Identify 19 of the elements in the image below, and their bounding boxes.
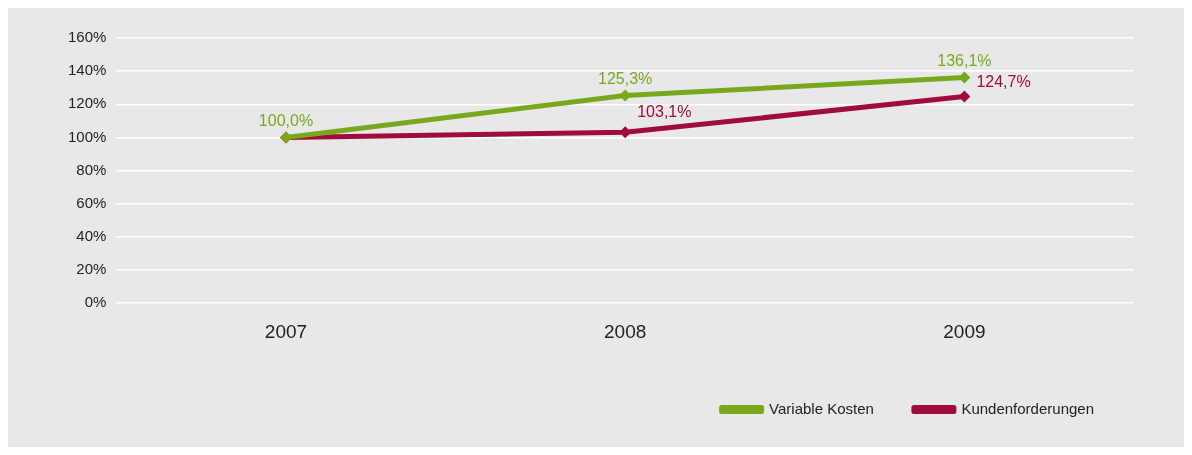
y-tick-label: 40% <box>76 227 107 245</box>
y-tick-label: 80% <box>76 160 107 178</box>
y-tick-label: 60% <box>76 193 107 211</box>
legend-label: Kundenforderungen <box>961 399 1095 417</box>
y-tick-label: 140% <box>67 61 107 79</box>
data-label: 124,7% <box>976 72 1031 90</box>
y-tick-label: 120% <box>67 94 107 112</box>
data-label: 136,1% <box>937 52 992 70</box>
data-label: 100,0% <box>258 111 314 129</box>
data-label: 125,3% <box>598 69 653 87</box>
x-tick-label: 2008 <box>604 320 647 342</box>
y-tick-label: 100% <box>67 127 107 145</box>
data-label: 103,1% <box>637 102 692 120</box>
y-tick-label: 20% <box>76 260 107 278</box>
y-tick-label: 160% <box>67 28 107 46</box>
x-tick-label: 2007 <box>264 320 308 342</box>
x-tick-label: 2009 <box>943 320 986 342</box>
y-tick-label: 0% <box>84 293 107 311</box>
legend-label: Variable Kosten <box>769 399 874 417</box>
